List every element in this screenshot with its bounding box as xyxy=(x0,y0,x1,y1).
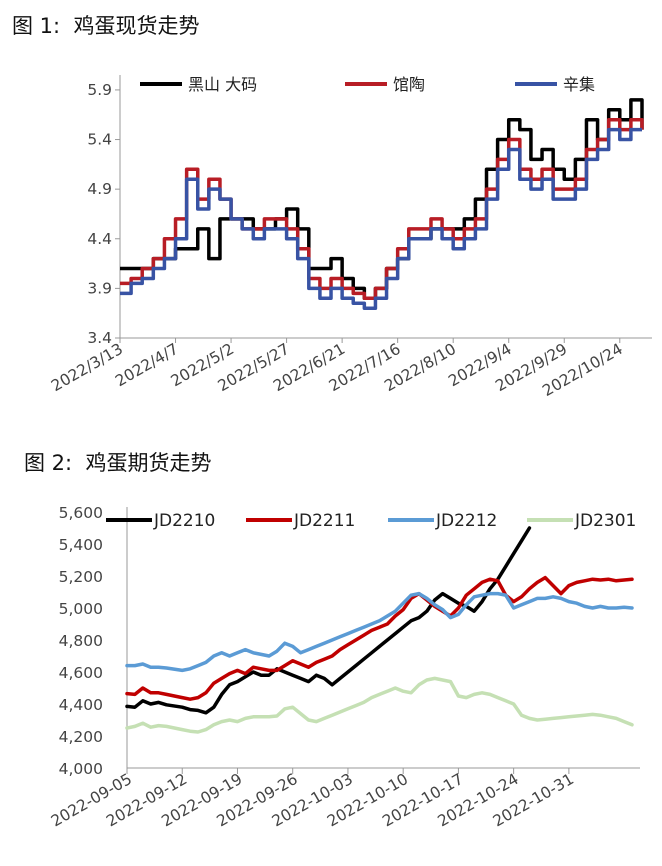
y-tick-label: 4,000 xyxy=(59,760,103,778)
legend-label: JD2210 xyxy=(153,511,215,531)
y-tick-label: 3.9 xyxy=(87,279,112,297)
y-tick-label: 4.4 xyxy=(87,230,112,248)
legend-label: JD2301 xyxy=(574,511,636,531)
y-tick-label: 5,000 xyxy=(59,600,103,618)
legend-label: 馆陶 xyxy=(393,75,425,94)
legend-label: JD2212 xyxy=(435,511,497,531)
series-line-jd2212 xyxy=(125,591,634,673)
y-tick-label: 5,400 xyxy=(59,536,103,554)
y-tick-label: 4.9 xyxy=(87,180,112,198)
legend-label: 黑山 大码 xyxy=(188,75,257,94)
figure2-title: 图 2: 鸡蛋期货走势 xyxy=(24,451,212,475)
series-line-jd2210 xyxy=(125,526,532,715)
y-tick-label: 5.9 xyxy=(87,81,112,99)
y-tick-label: 4,800 xyxy=(59,632,103,650)
legend-label: 辛集 xyxy=(563,75,595,94)
y-tick-label: 3.4 xyxy=(87,329,112,347)
y-tick-label: 4,600 xyxy=(59,664,103,682)
y-tick-label: 5,200 xyxy=(59,568,103,586)
y-tick-label: 4,400 xyxy=(59,696,103,714)
figure1-title: 图 1: 鸡蛋现货走势 xyxy=(12,14,200,38)
y-tick-label: 5.4 xyxy=(87,131,112,149)
series-line-3 xyxy=(120,127,642,310)
y-tick-label: 5,600 xyxy=(59,504,103,522)
legend-label: JD2211 xyxy=(293,511,355,531)
series-line-jd2301 xyxy=(125,676,634,734)
series-line-jd2211 xyxy=(125,575,634,701)
y-tick-label: 4,200 xyxy=(59,728,103,746)
spot-price-chart: 3.43.94.44.95.45.92022/3/132022/4/72022/… xyxy=(48,75,652,400)
